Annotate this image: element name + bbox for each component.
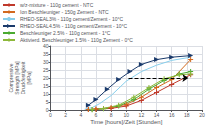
svg-text:Ion Beschleuniger - 150g Zemen: Ion Beschleuniger - 150g Zement - NTC bbox=[20, 9, 109, 15]
svg-text:Druckfestigkeit: Druckfestigkeit bbox=[20, 61, 26, 95]
svg-text:20: 20 bbox=[43, 75, 49, 81]
svg-text:w/z-mixture - 110g cement - NT: w/z-mixture - 110g cement - NTC bbox=[20, 2, 94, 8]
svg-text:RHEO-SEAL3% - 110g cement/Zeme: RHEO-SEAL3% - 110g cement/Zement - 10°C bbox=[20, 16, 123, 22]
svg-text:16: 16 bbox=[169, 112, 175, 118]
svg-text:18: 18 bbox=[184, 112, 190, 118]
svg-text:10: 10 bbox=[123, 112, 129, 118]
svg-text:RHEO-SEAL4.5% - 110g cement/Ze: RHEO-SEAL4.5% - 110g cement/Zement - 10°… bbox=[20, 23, 128, 29]
svg-text:8: 8 bbox=[110, 112, 113, 118]
svg-text:14: 14 bbox=[154, 112, 160, 118]
svg-text:Compressive: Compressive bbox=[8, 63, 14, 93]
svg-text:10: 10 bbox=[43, 91, 49, 97]
svg-text:30: 30 bbox=[43, 59, 49, 65]
svg-text:4: 4 bbox=[79, 112, 82, 118]
svg-text:20: 20 bbox=[199, 112, 205, 118]
svg-text:0: 0 bbox=[45, 107, 49, 113]
svg-text:Beschleuniger 2.5% - 110g ceme: Beschleuniger 2.5% - 110g cement - 1°C bbox=[20, 30, 111, 36]
svg-text:2: 2 bbox=[64, 112, 67, 118]
svg-text:15: 15 bbox=[43, 83, 49, 89]
svg-text:35: 35 bbox=[43, 51, 49, 57]
svg-text:Strength [MPa]: Strength [MPa] bbox=[14, 61, 20, 95]
svg-text:0: 0 bbox=[49, 112, 52, 118]
svg-text:12: 12 bbox=[139, 112, 145, 118]
svg-text:Aktivierd. Beschleuniger 1.5%: Aktivierd. Beschleuniger 1.5% - 110g Zem… bbox=[20, 37, 133, 43]
svg-text:6: 6 bbox=[95, 112, 98, 118]
svg-text:[MPa]: [MPa] bbox=[26, 71, 32, 85]
svg-text:5: 5 bbox=[46, 99, 49, 105]
svg-text:Time [hours]/Zeit [Stunden]: Time [hours]/Zeit [Stunden] bbox=[90, 119, 162, 125]
svg-text:40: 40 bbox=[43, 43, 49, 49]
svg-text:25: 25 bbox=[43, 67, 49, 73]
